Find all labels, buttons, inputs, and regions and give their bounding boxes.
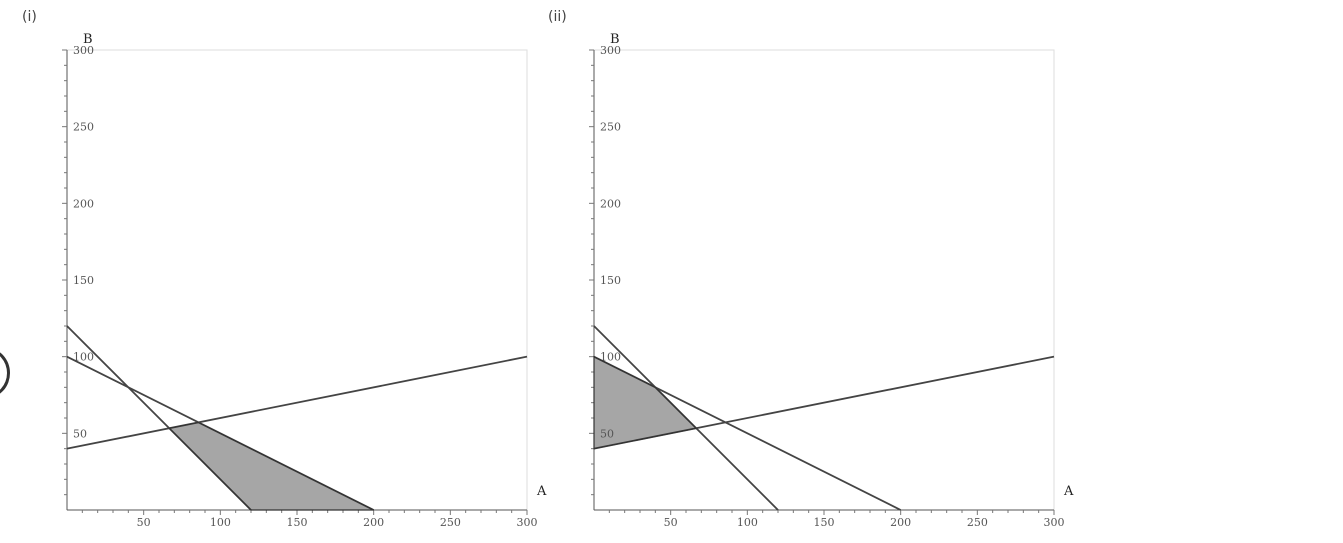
x-tick-label: 100 (737, 516, 758, 529)
x-tick-label: 100 (210, 516, 231, 529)
feasible-region (169, 422, 374, 510)
y-tick-label: 50 (73, 427, 87, 440)
x-tick-label: 250 (967, 516, 988, 529)
y-tick-label: 300 (73, 44, 94, 57)
panel-label-i: (i) (22, 9, 37, 25)
y-axis-title: B (610, 32, 620, 47)
y-tick-label: 250 (73, 121, 94, 134)
y-tick-label: 250 (600, 121, 621, 134)
x-tick-label: 150 (814, 516, 835, 529)
x-axis-title: A (536, 484, 547, 499)
x-tick-label: 300 (517, 516, 538, 529)
x-tick-label: 300 (1044, 516, 1065, 529)
y-tick-label: 150 (600, 274, 621, 287)
panel-label-ii: (ii) (548, 9, 567, 25)
x-tick-label: 250 (440, 516, 461, 529)
y-axis-title: B (83, 32, 93, 47)
y-tick-label: 200 (73, 197, 94, 210)
x-tick-label: 200 (363, 516, 384, 529)
feasible-region-chart-i: 50 100 150 200 250 300 50 100 150 200 250 300 A B (62, 32, 547, 529)
constraint-line-3 (66, 355, 528, 450)
feasible-region-outline (593, 355, 698, 450)
x-tick-label: 50 (664, 516, 678, 529)
y-tick-label: 200 (600, 197, 621, 210)
x-tick-label: 50 (137, 516, 151, 529)
y-tick-label: 300 (600, 44, 621, 57)
x-axis-title: A (1063, 484, 1074, 499)
feasible-region-outline (168, 421, 374, 511)
x-tick-label: 150 (287, 516, 308, 529)
plot-frame (593, 49, 1055, 511)
y-tick-label: 100 (600, 351, 621, 364)
feasible-region-chart-ii: 50 100 150 200 250 300 50 100 150 200 250 300 A B (589, 32, 1074, 529)
y-tick-label: 150 (73, 274, 94, 287)
y-tick-label: 50 (600, 427, 614, 440)
y-tick-label: 100 (73, 351, 94, 364)
feasible-region (594, 356, 697, 449)
x-tick-label: 200 (890, 516, 911, 529)
plot-frame (66, 49, 528, 511)
